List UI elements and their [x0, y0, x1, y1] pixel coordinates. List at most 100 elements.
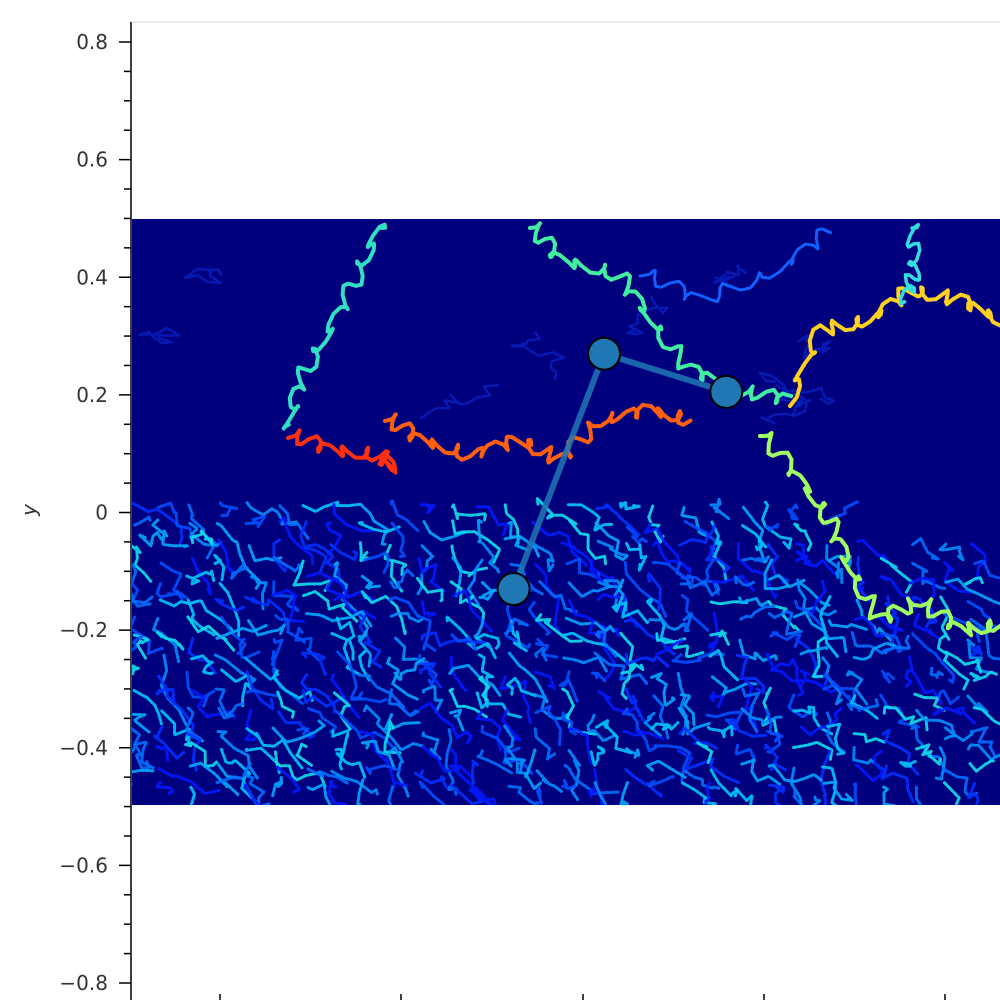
cell-edge: [389, 498, 420, 533]
cell-edge: [648, 618, 684, 632]
cell-edge: [218, 501, 239, 517]
cell-edge: [845, 670, 869, 706]
cell-edge: [451, 519, 502, 564]
cell-edge: [680, 505, 710, 538]
cell-edge: [506, 676, 537, 698]
cell-edge: [535, 786, 543, 805]
cell-edge: [387, 785, 395, 805]
cell-edge: [275, 765, 301, 794]
cell-edge: [769, 631, 802, 649]
overlay-vertex[interactable]: [709, 374, 744, 409]
cell-edge: [330, 673, 361, 719]
front-line: [638, 227, 833, 304]
cell-edge: [499, 675, 532, 725]
cell-edge: [276, 710, 316, 739]
cell-edge: [418, 780, 447, 805]
cell-edge: [532, 542, 555, 573]
cell-edge: [709, 497, 731, 521]
cell-edge: [421, 731, 442, 761]
cell-edge: [307, 707, 338, 734]
cell-edge: [911, 632, 956, 684]
cell-edge: [238, 637, 261, 660]
cell-edge: [561, 778, 578, 791]
cell-edge: [764, 742, 788, 772]
cell-edge: [507, 784, 540, 805]
cell-edge: [350, 691, 389, 704]
cell-edge: [645, 759, 687, 779]
cell-edge: [625, 541, 648, 572]
cell-edge: [478, 675, 491, 703]
cell-edge: [271, 719, 326, 744]
cell-edge: [765, 523, 780, 533]
cell-edge: [943, 612, 985, 643]
y-tick-label: −0.8: [59, 971, 108, 995]
cell-edge: [503, 534, 541, 560]
cell-edge: [388, 767, 409, 789]
cell-edge: [217, 706, 234, 720]
cell-edge: [704, 781, 712, 805]
cell-edge: [811, 636, 826, 679]
cell-edge: [132, 501, 184, 547]
cell-edge: [358, 614, 383, 669]
cell-edge: [230, 562, 249, 581]
cell-edge: [357, 521, 401, 534]
overlay-vertex[interactable]: [587, 336, 622, 371]
cell-edge: [155, 582, 185, 602]
cell-edge: [535, 769, 564, 793]
cell-edge: [799, 645, 829, 656]
cell-edge: [132, 563, 154, 608]
cell-edge: [503, 757, 527, 774]
cell-edge: [184, 706, 203, 741]
cell-edge: [620, 663, 637, 700]
cell-edge: [879, 575, 917, 610]
y-tick-label: 0.4: [76, 265, 108, 289]
cell-edge: [448, 663, 502, 697]
front-line: [383, 402, 694, 465]
cell-edge: [218, 582, 241, 638]
overlay-path[interactable]: [496, 336, 744, 606]
cell-edge: [306, 767, 349, 785]
cell-edge: [736, 541, 778, 600]
overlay-vertex[interactable]: [496, 572, 531, 606]
cell-edge: [533, 670, 557, 691]
cell-edge: [593, 651, 649, 686]
cell-edge: [822, 780, 854, 802]
cell-edge: [327, 778, 348, 805]
cell-edge: [904, 655, 914, 688]
cell-edge: [619, 631, 645, 672]
cell-edge: [473, 618, 491, 649]
cell-edge: [330, 769, 379, 796]
cell-edge: [133, 515, 152, 527]
cell-edge: [360, 574, 381, 590]
cell-edge: [596, 593, 640, 630]
cell-edge: [185, 569, 216, 586]
cell-edge: [645, 597, 678, 645]
faint-edge: [713, 264, 747, 289]
cell-edge: [190, 528, 214, 546]
y-tick-label: 0.2: [76, 383, 108, 407]
cell-edge: [245, 501, 298, 526]
cell-edge: [357, 673, 407, 710]
cell-edge: [881, 764, 915, 804]
cell-edge: [191, 557, 212, 596]
cell-edge: [243, 783, 261, 805]
cell-edge: [470, 759, 480, 786]
cell-edge: [968, 759, 995, 773]
cell-edge: [558, 670, 580, 705]
cell-edge: [740, 758, 782, 786]
cell-edge: [677, 749, 741, 785]
cell-edge: [880, 669, 895, 684]
cell-edge: [448, 687, 488, 719]
cell-edge: [683, 769, 721, 790]
cell-edge: [449, 655, 468, 692]
cell-edge: [391, 559, 408, 577]
cell-edge: [792, 786, 804, 805]
cell-edge: [329, 543, 359, 562]
cell-edge: [132, 768, 155, 774]
cell-edge: [796, 578, 838, 617]
cell-edge: [643, 522, 682, 569]
cell-edge: [846, 698, 880, 711]
cell-edge: [738, 596, 771, 608]
cell-edge: [855, 556, 871, 602]
cell-edge: [448, 764, 483, 804]
